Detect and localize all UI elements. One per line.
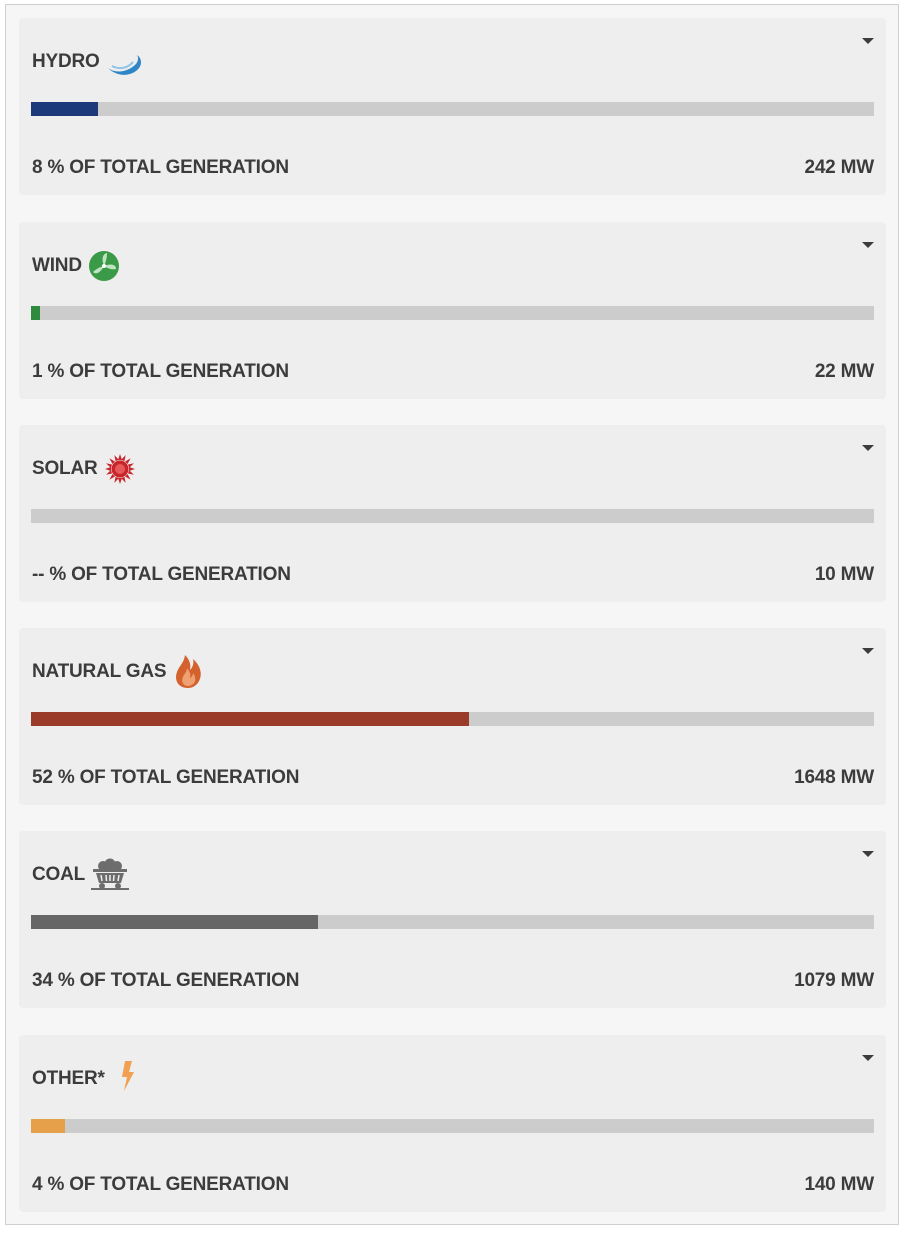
wind-turbine-icon — [88, 250, 124, 282]
expand-toggle[interactable] — [862, 242, 874, 248]
megawatts-value: 1648 MW — [794, 767, 874, 788]
source-name: WIND — [32, 255, 82, 276]
percent-of-total: 4 % OF TOTAL GENERATION — [32, 1174, 289, 1195]
lightning-icon — [119, 1061, 155, 1095]
megawatts-value: 1079 MW — [794, 970, 874, 991]
generation-share-bar — [31, 102, 874, 116]
percent-of-total: -- % OF TOTAL GENERATION — [32, 564, 291, 585]
generation-share-bar — [31, 306, 874, 320]
source-name: COAL — [32, 864, 86, 885]
source-card-hydro: HYDRO 8 % OF TOTAL GENERATION 242 MW — [19, 18, 886, 195]
source-card-wind: WIND 1 % OF TOTAL GENERATION 22 MW — [19, 222, 886, 399]
generation-panel — [5, 4, 899, 1225]
sun-icon — [104, 453, 140, 485]
expand-toggle[interactable] — [862, 851, 874, 857]
hydro-wave-icon — [106, 46, 142, 78]
expand-toggle[interactable] — [862, 648, 874, 654]
megawatts-value: 140 MW — [804, 1174, 874, 1195]
source-name: SOLAR — [32, 458, 98, 479]
generation-share-bar — [31, 712, 874, 726]
generation-share-fill — [31, 915, 318, 929]
percent-of-total: 1 % OF TOTAL GENERATION — [32, 361, 289, 382]
generation-share-bar — [31, 915, 874, 929]
source-name: HYDRO — [32, 51, 100, 72]
generation-share-bar — [31, 1119, 874, 1133]
generation-share-fill — [31, 1119, 65, 1133]
source-title-wind: WIND — [32, 250, 124, 282]
source-title-other: OTHER* — [32, 1061, 155, 1095]
source-card-solar: SOLAR — [19, 425, 886, 602]
source-card-coal: COAL 34 % OF TOTAL GENERATION 1079 MW — [19, 831, 886, 1008]
megawatts-value: 22 MW — [814, 361, 874, 382]
expand-toggle[interactable] — [862, 445, 874, 451]
generation-share-fill — [31, 102, 99, 116]
megawatts-value: 242 MW — [804, 157, 874, 178]
source-name: OTHER* — [32, 1068, 105, 1089]
generation-share-fill — [31, 306, 41, 320]
megawatts-value: 10 MW — [814, 564, 874, 585]
coal-cart-icon — [91, 858, 130, 891]
flame-icon — [172, 655, 208, 688]
source-name: NATURAL GAS — [32, 661, 167, 682]
source-card-natural-gas: NATURAL GAS 52 % OF TOTAL GENERATION 164… — [19, 628, 886, 805]
generation-share-bar — [31, 509, 874, 523]
percent-of-total: 8 % OF TOTAL GENERATION — [32, 157, 289, 178]
percent-of-total: 52 % OF TOTAL GENERATION — [32, 767, 300, 788]
generation-share-fill — [31, 712, 470, 726]
source-title-hydro: HYDRO — [32, 46, 142, 78]
source-card-other: OTHER* 4 % OF TOTAL GENERATION 140 MW — [19, 1035, 886, 1212]
expand-toggle[interactable] — [862, 38, 874, 44]
percent-of-total: 34 % OF TOTAL GENERATION — [32, 970, 300, 991]
source-title-solar: SOLAR — [32, 453, 140, 485]
expand-toggle[interactable] — [862, 1055, 874, 1061]
source-title-natural-gas: NATURAL GAS — [32, 655, 208, 688]
source-title-coal: COAL — [32, 858, 130, 891]
